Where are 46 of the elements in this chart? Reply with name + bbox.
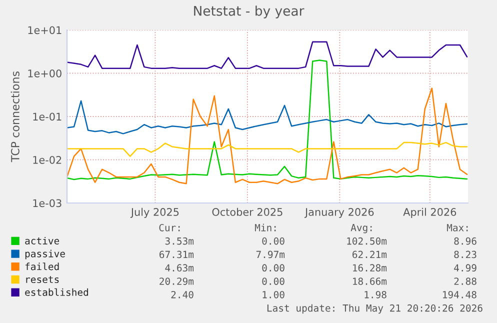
text: 62.21m	[352, 250, 387, 258]
text: 0.00	[262, 264, 284, 272]
text: 102.50m	[347, 237, 387, 245]
text: 194.48	[443, 290, 476, 298]
legend-label: resets	[26, 276, 59, 284]
chart-title: Netstat - by year	[194, 6, 304, 18]
text: 8.23	[454, 250, 476, 258]
text: 20.29m	[160, 278, 194, 285]
x-tick-label: October 2025	[212, 208, 282, 216]
text: 0.00	[262, 237, 284, 245]
legend-label: established	[25, 288, 88, 296]
y-axis-title: TCP connections	[10, 71, 20, 162]
text: Last update: Thu May 21 20:20:26 2026	[267, 304, 482, 314]
line-series	[67, 100, 468, 134]
text: Avg:	[350, 224, 372, 234]
text: 18.66m	[353, 278, 387, 285]
text: 8.96	[454, 237, 476, 245]
y-tick-label: 1e-01	[33, 112, 62, 121]
text: 7.97m	[256, 250, 285, 258]
line-series	[67, 142, 468, 157]
line-series	[67, 41, 468, 69]
text: Cur:	[159, 224, 180, 232]
y-tick-label: 1e+00	[28, 69, 62, 78]
text: 67.31m	[160, 250, 194, 258]
x-tick-label: April 2026	[403, 208, 456, 218]
line-series	[67, 60, 468, 180]
legend-label: active	[25, 236, 60, 244]
legend-label: failed	[25, 262, 59, 270]
text: 2.88	[454, 278, 476, 285]
x-tick-label: January 2026	[304, 208, 374, 218]
y-tick-label: 1e-02	[33, 156, 62, 164]
text: 1.98	[364, 290, 386, 298]
text: 4.99	[454, 264, 476, 272]
text: 0.00	[262, 278, 284, 285]
text: 16.28m	[353, 264, 387, 272]
text: Max:	[446, 224, 468, 232]
text: 3.53m	[165, 237, 194, 245]
legend-label: passive	[25, 250, 65, 260]
text: 1.00	[262, 290, 284, 298]
line-series	[67, 88, 468, 184]
text: 2.40	[171, 290, 194, 298]
text: 4.63m	[165, 264, 194, 272]
y-tick-label: 1e-03	[33, 199, 62, 208]
text: Min:	[254, 224, 276, 232]
y-tick-label: 1e+01	[28, 26, 62, 34]
x-tick-label: July 2025	[130, 208, 179, 218]
